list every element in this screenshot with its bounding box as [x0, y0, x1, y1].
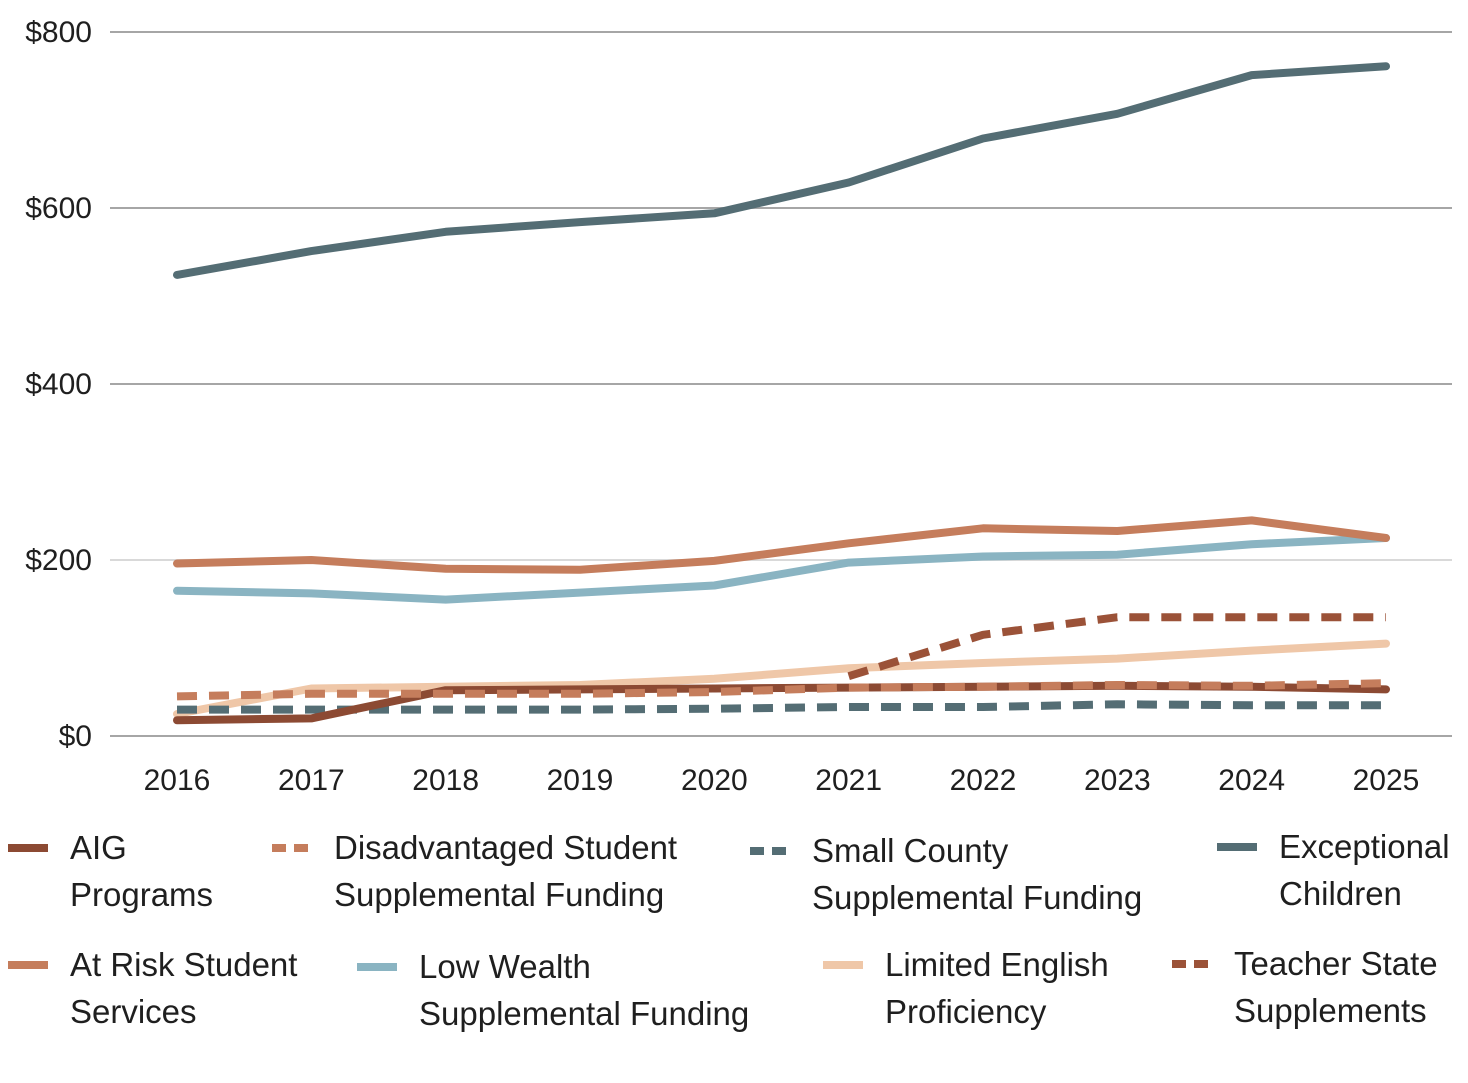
series-line-small-county-supplemental-funding — [177, 700, 1386, 714]
legend-item-small-county-supplemental-funding: Small County Supplemental Funding — [750, 832, 1142, 916]
legend-item-aig-programs: AIG Programs — [8, 829, 213, 913]
x-tick-label: 2016 — [144, 764, 211, 797]
legend-label: Disadvantaged Student — [334, 829, 677, 866]
series-line-teacher-state-supplements — [847, 613, 1386, 681]
legend-label: Children — [1279, 875, 1402, 912]
legend-label: Exceptional — [1279, 828, 1450, 865]
series-line-exceptional-children — [173, 62, 1390, 279]
x-axis-tick-labels: 2016 2017 2018 2019 2020 2021 2022 2023 2024 2025 — [144, 764, 1420, 797]
legend-label: Small County — [812, 832, 1009, 869]
legend-label: At Risk Student — [70, 946, 297, 983]
legend-label: AIG — [70, 829, 127, 866]
series-lines — [173, 62, 1390, 725]
legend-item-disadvantaged-student-supplemental-funding: Disadvantaged Student Supplemental Fundin… — [272, 829, 677, 913]
y-axis-tick-labels: $0 $200 $400 $600 $800 — [25, 16, 92, 753]
legend-label: Supplemental Funding — [334, 876, 664, 913]
legend-label: Services — [70, 993, 197, 1030]
legend-label: Supplements — [1234, 992, 1427, 1029]
x-tick-label: 2018 — [412, 764, 479, 797]
x-tick-label: 2019 — [547, 764, 614, 797]
legend-item-low-wealth-supplemental-funding: Low Wealth Supplemental Funding — [357, 948, 749, 1032]
x-tick-label: 2022 — [950, 764, 1017, 797]
y-tick-label: $800 — [25, 16, 92, 49]
legend-label: Limited English — [885, 946, 1109, 983]
x-tick-label: 2020 — [681, 764, 748, 797]
y-tick-label: $0 — [59, 720, 92, 753]
x-tick-label: 2023 — [1084, 764, 1151, 797]
x-tick-label: 2024 — [1218, 764, 1285, 797]
series-line-disadvantaged-student-supplemental-funding — [176, 679, 1387, 701]
legend-item-limited-english-proficiency: Limited English Proficiency — [823, 946, 1109, 1030]
gridlines — [110, 31, 1452, 737]
series-line-low-wealth-supplemental-funding — [173, 534, 1390, 604]
x-tick-label: 2021 — [815, 764, 882, 797]
legend-label: Programs — [70, 876, 213, 913]
y-tick-label: $600 — [25, 192, 92, 225]
y-tick-label: $400 — [25, 368, 92, 401]
legend-item-at-risk-student-services: At Risk Student Services — [8, 946, 297, 1030]
x-tick-label: 2017 — [278, 764, 345, 797]
legend-label: Supplemental Funding — [812, 879, 1142, 916]
legend-label: Supplemental Funding — [419, 995, 749, 1032]
legend-label: Low Wealth — [419, 948, 591, 985]
legend-item-exceptional-children: Exceptional Children — [1217, 828, 1450, 912]
legend-item-teacher-state-supplements: Teacher State Supplements — [1172, 945, 1438, 1029]
legend-label: Teacher State — [1234, 945, 1438, 982]
y-tick-label: $200 — [25, 544, 92, 577]
legend: AIG Programs Disadvantaged Student Suppleme… — [8, 828, 1450, 1032]
x-tick-label: 2025 — [1353, 764, 1420, 797]
legend-label: Proficiency — [885, 993, 1047, 1030]
series-line-at-risk-student-services — [173, 516, 1390, 574]
series-line-limited-english-proficiency — [173, 639, 1390, 718]
